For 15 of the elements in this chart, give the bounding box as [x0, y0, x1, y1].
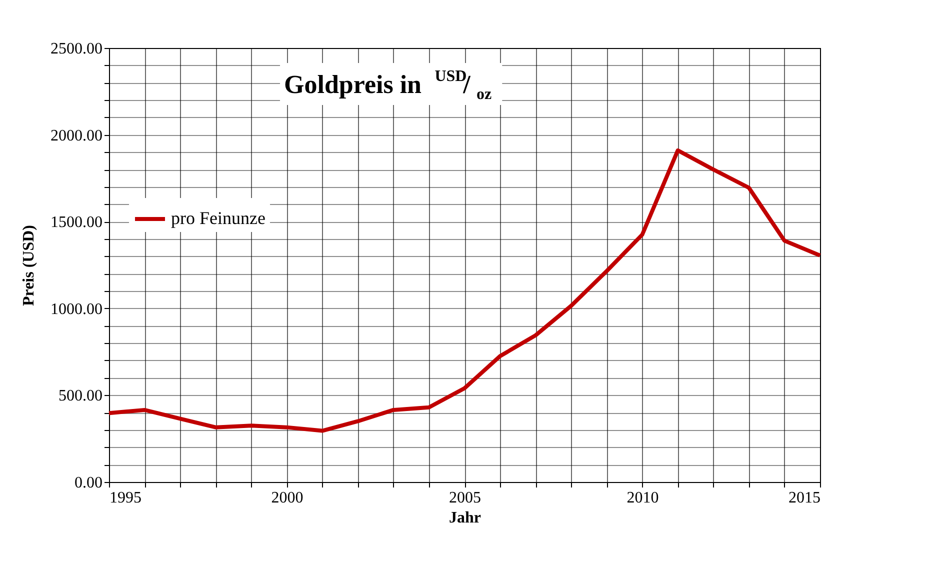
y-tick-label: 2500.00 — [50, 40, 102, 58]
x-tick-label: 2005 — [449, 490, 481, 506]
y-tick-label: 0.00 — [74, 474, 102, 492]
x-tick-label: 2015 — [788, 490, 820, 506]
y-tick-label: 2000.00 — [50, 127, 102, 144]
x-tick-label: 1995 — [110, 490, 142, 506]
x-tick-label: 2010 — [626, 490, 659, 506]
y-tick-label: 1500.00 — [50, 214, 102, 232]
x-tick-label: 2000 — [271, 490, 304, 506]
y-axis-title: Preis (USD) — [20, 224, 38, 306]
line-series — [107, 148, 822, 433]
legend-label: pro Feinunze — [171, 208, 266, 228]
x-axis-title: Jahr — [449, 510, 481, 526]
y-tick-label: 500.00 — [58, 388, 102, 405]
y-tick-label: 1000.00 — [50, 300, 102, 318]
